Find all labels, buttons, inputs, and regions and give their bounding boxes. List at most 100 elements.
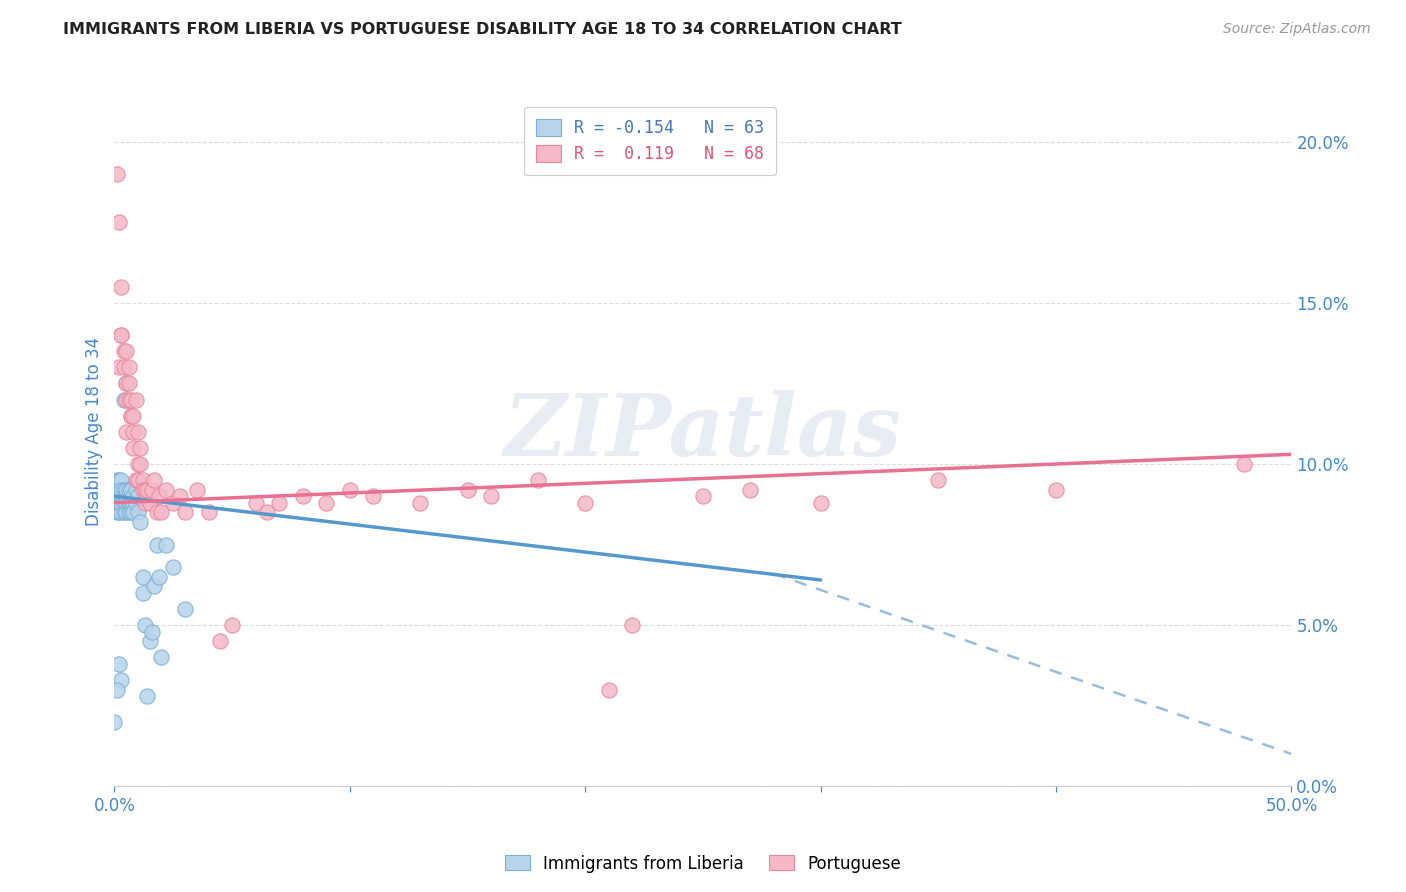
Point [146, 537, 169, 551]
Point [150, 505, 173, 519]
Point [124, 496, 146, 510]
Point [138, 496, 160, 510]
Point [108, 496, 131, 510]
Point [131, 483, 153, 497]
Point [120, 489, 142, 503]
Point [122, 496, 145, 510]
Point [108, 505, 131, 519]
Point [124, 483, 146, 497]
Point [136, 483, 159, 497]
Point [169, 489, 191, 503]
Point [136, 489, 159, 503]
Point [115, 483, 138, 497]
Point [115, 505, 138, 519]
Point [108, 360, 131, 375]
Point [810, 496, 832, 510]
Point [112, 483, 135, 497]
Point [256, 505, 278, 519]
Point [269, 496, 291, 510]
Point [108, 496, 131, 510]
Point [112, 392, 135, 407]
Point [115, 496, 138, 510]
Point [117, 496, 139, 510]
Point [127, 473, 149, 487]
Point [146, 505, 169, 519]
Point [186, 483, 208, 497]
Point [112, 489, 135, 503]
Point [112, 344, 135, 359]
Point [197, 505, 219, 519]
Point [108, 473, 131, 487]
Point [245, 496, 267, 510]
Point [127, 425, 149, 439]
Legend: R = -0.154   N = 63, R =  0.119   N = 68: R = -0.154 N = 63, R = 0.119 N = 68 [524, 107, 776, 175]
Text: IMMIGRANTS FROM LIBERIA VS PORTUGUESE DISABILITY AGE 18 TO 34 CORRELATION CHART: IMMIGRANTS FROM LIBERIA VS PORTUGUESE DI… [63, 22, 903, 37]
Point [129, 515, 152, 529]
Point [138, 634, 160, 648]
Point [103, 714, 125, 729]
Point [291, 489, 314, 503]
Point [105, 489, 128, 503]
Point [134, 618, 156, 632]
Point [110, 483, 132, 497]
Point [122, 425, 145, 439]
Point [110, 505, 132, 519]
Point [108, 215, 131, 229]
Point [115, 376, 138, 391]
Point [120, 505, 142, 519]
Point [115, 376, 138, 391]
Point [115, 392, 138, 407]
Point [115, 425, 138, 439]
Point [527, 473, 550, 487]
Point [122, 505, 145, 519]
Point [124, 473, 146, 487]
Point [1233, 457, 1256, 471]
Point [1045, 483, 1067, 497]
Point [112, 360, 135, 375]
Point [108, 489, 131, 503]
Point [134, 496, 156, 510]
Point [110, 489, 132, 503]
Point [124, 392, 146, 407]
Point [110, 496, 132, 510]
Point [115, 344, 138, 359]
Point [174, 505, 197, 519]
Point [141, 624, 163, 639]
Point [155, 537, 177, 551]
Point [621, 618, 644, 632]
Legend: Immigrants from Liberia, Portuguese: Immigrants from Liberia, Portuguese [498, 848, 908, 880]
Point [315, 496, 337, 510]
Point [117, 376, 139, 391]
Point [127, 489, 149, 503]
Point [105, 505, 128, 519]
Point [117, 360, 139, 375]
Point [409, 496, 432, 510]
Point [221, 618, 243, 632]
Point [105, 489, 128, 503]
Point [122, 409, 145, 423]
Point [120, 496, 142, 510]
Point [131, 570, 153, 584]
Point [110, 496, 132, 510]
Point [120, 496, 142, 510]
Point [143, 579, 166, 593]
Point [120, 409, 142, 423]
Point [363, 489, 385, 503]
Point [574, 496, 596, 510]
Point [692, 489, 714, 503]
Point [110, 489, 132, 503]
Point [131, 586, 153, 600]
Point [174, 602, 197, 616]
Point [105, 682, 128, 697]
Point [598, 682, 620, 697]
Point [150, 650, 173, 665]
Point [110, 328, 132, 343]
Point [110, 280, 132, 294]
Point [112, 496, 135, 510]
Point [136, 689, 159, 703]
Point [738, 483, 761, 497]
Point [129, 457, 152, 471]
Point [148, 570, 170, 584]
Point [927, 473, 949, 487]
Point [122, 441, 145, 455]
